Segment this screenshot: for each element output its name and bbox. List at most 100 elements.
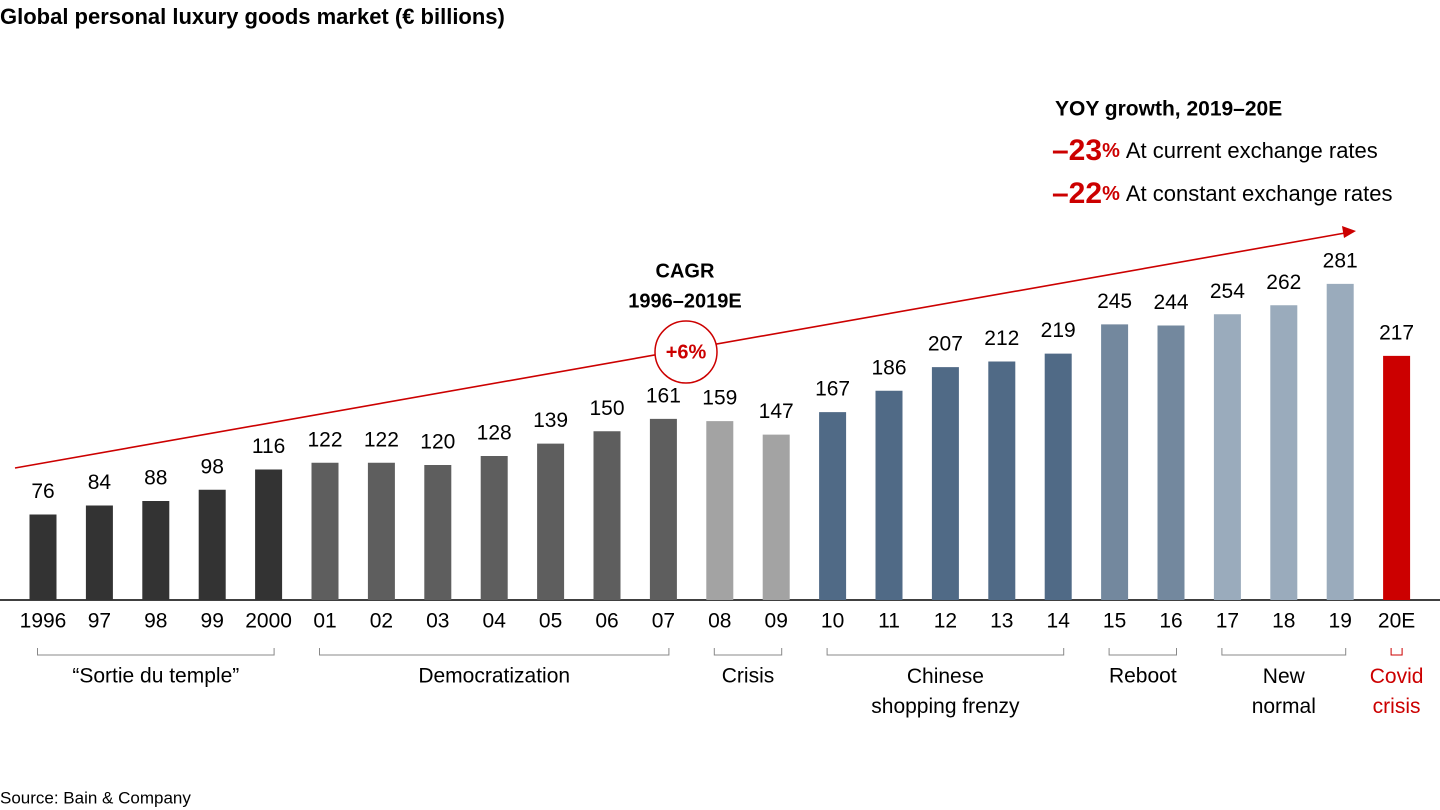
value-label: 84 [88,471,112,494]
value-label: 219 [1041,319,1076,342]
group-label: “Sortie du temple” [72,665,239,688]
bar [367,462,395,600]
bar [1044,353,1072,600]
x-tick-label: 16 [1159,610,1182,633]
group-bracket [713,648,783,656]
x-tick-label: 10 [821,610,844,633]
value-label: 167 [815,378,850,401]
yoy-unit: % [1102,140,1120,162]
group-bracket [1221,648,1347,656]
x-tick-label: 14 [1047,610,1071,633]
bar [1383,355,1411,600]
x-tick-label: 08 [708,610,731,633]
bar [311,462,339,600]
value-label: 244 [1153,291,1188,314]
group-label: Crisis [722,665,775,688]
value-label: 281 [1323,249,1358,272]
x-tick-label: 12 [934,610,957,633]
bar [819,412,847,600]
cagr-circle [654,320,718,384]
group-label-line: crisis [1373,695,1421,718]
group-bracket [37,648,275,656]
x-tick-label: 09 [765,610,788,633]
group-label-line: shopping frenzy [871,695,1020,718]
bar [198,489,226,600]
yoy-unit: % [1102,183,1120,205]
cagr-title: CAGR [656,260,715,282]
value-label: 150 [589,397,624,420]
value-label: 207 [928,333,963,356]
bar [255,469,283,600]
bar [480,456,508,600]
x-tick-label: 07 [652,610,675,633]
value-label: 122 [307,428,342,451]
value-label: 254 [1210,280,1245,303]
x-tick-label: 13 [990,610,1013,633]
bar [875,390,903,600]
value-label: 116 [252,435,285,458]
bar [29,514,57,600]
x-tick-label: 19 [1329,610,1352,633]
value-label: 262 [1266,271,1301,294]
yoy-value: –22 [1052,177,1102,210]
bar [1213,314,1241,600]
bar [85,505,113,600]
group-label-line: New [1263,665,1306,688]
cagr-arrowhead [1342,226,1356,238]
value-label: 245 [1097,290,1132,313]
bar [1270,305,1298,600]
x-tick-label: 05 [539,610,562,633]
value-label: 147 [759,400,794,423]
x-tick-label: 97 [88,610,111,633]
x-tick-label: 18 [1272,610,1295,633]
group-label: Reboot [1109,665,1177,688]
group-bracket [1390,648,1403,656]
bar [649,418,677,600]
value-label: 120 [420,431,455,454]
cagr-value: +6% [666,341,707,363]
bar [142,501,170,600]
yoy-value: –23 [1052,134,1102,167]
group-label: Covid crisis [1370,665,1424,718]
value-label: 98 [201,455,224,478]
value-label: 161 [646,384,681,407]
value-label: 139 [533,409,568,432]
bar [931,367,959,600]
bar [1326,283,1354,600]
value-label: 186 [871,356,906,379]
group-label-line: normal [1252,695,1316,718]
x-tick-label: 1996 [20,610,67,633]
bar [706,421,734,600]
x-tick-label: 98 [144,610,167,633]
bar [537,443,565,600]
yoy-row: –22% At constant exchange rates [1052,177,1392,210]
value-label: 128 [477,422,512,445]
group-bracket [319,648,670,656]
x-tick-label: 17 [1216,610,1239,633]
yoy-title: YOY growth, 2019–20E [1055,98,1282,121]
x-tick-label: 99 [201,610,224,633]
x-tick-label: 11 [878,610,900,633]
yoy-text: At constant exchange rates [1126,181,1393,206]
yoy-row: –23% At current exchange rates [1052,134,1378,167]
value-label: 159 [702,387,737,410]
yoy-text: At current exchange rates [1126,138,1378,163]
x-tick-label: 06 [595,610,618,633]
bar [593,431,621,600]
x-tick-label: 01 [313,610,336,633]
x-tick-label: 2000 [245,610,292,633]
x-tick-label: 15 [1103,610,1126,633]
group-label: Chinese shopping frenzy [871,665,1020,718]
group-label-line: Covid [1370,665,1424,688]
value-label: 76 [31,480,54,503]
bar [762,434,790,600]
x-tick-label: 04 [483,610,507,633]
x-tick-label: 02 [370,610,393,633]
value-label: 212 [984,327,1019,350]
bar [1101,324,1129,600]
group-bracket [1108,648,1177,656]
value-label: 88 [144,467,167,490]
bar [988,361,1016,600]
value-label: 217 [1379,321,1414,344]
